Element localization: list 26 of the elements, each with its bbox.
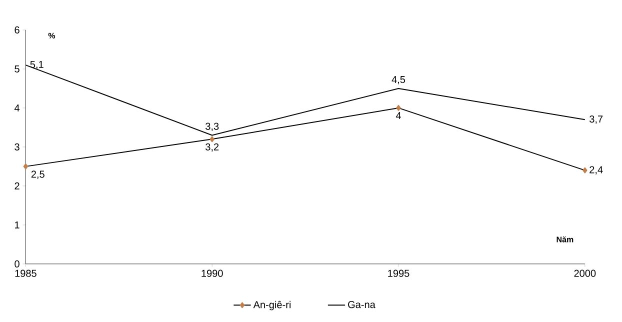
data-label: 4,5 <box>392 76 406 84</box>
point <box>582 167 588 174</box>
x-tick-label: 1990 <box>202 270 223 277</box>
y-tick-label: 4 <box>14 104 20 112</box>
legend-label: An-giê-ri <box>253 300 291 310</box>
data-label: 3,2 <box>206 143 219 152</box>
x-tick-label: 2000 <box>574 270 596 277</box>
x-tick-label: 1995 <box>388 270 410 277</box>
data-label: 2,4 <box>590 166 603 174</box>
y-tick-label: 6 <box>14 26 20 34</box>
y-tick-label: 2 <box>14 182 20 190</box>
x-tick-label: 1985 <box>15 270 36 277</box>
y-tick-label: 1 <box>15 221 20 228</box>
data-label: 2,5 <box>31 170 44 179</box>
data-label: 3,3 <box>206 122 219 131</box>
y-tick-label: 0 <box>14 260 20 268</box>
point <box>23 163 28 170</box>
point <box>396 104 401 111</box>
x-axis-title: Năm <box>556 236 574 242</box>
y-axis-title: % <box>48 32 56 38</box>
legend-label: Ga-na <box>348 300 376 308</box>
y-tick-label: 5 <box>14 65 20 72</box>
point <box>210 136 214 142</box>
data-label: 3,7 <box>589 115 603 124</box>
data-label: 4 <box>396 112 401 119</box>
y-tick-label: 3 <box>14 143 20 150</box>
